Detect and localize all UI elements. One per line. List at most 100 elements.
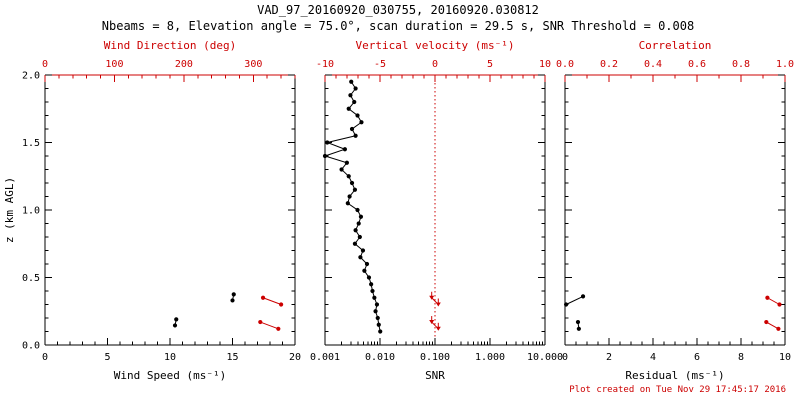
y-tick-label: 0.5 [22, 273, 40, 284]
series-residual [564, 294, 586, 331]
data-point [276, 326, 281, 331]
top-tick-label: 1.0 [776, 59, 794, 70]
data-point [347, 194, 352, 199]
data-point [325, 140, 330, 145]
series-correlation [764, 295, 782, 331]
top-tick-label: 300 [244, 59, 262, 70]
y-axis-title: z (km AGL) [3, 177, 16, 243]
data-point [353, 133, 358, 138]
data-point [777, 302, 782, 307]
x-tick-label: 10.000 [527, 352, 563, 363]
y-tick-label: 1.0 [22, 206, 40, 217]
data-point [349, 126, 355, 132]
data-point [349, 79, 354, 84]
top-tick-label: 10 [539, 59, 551, 70]
data-point [764, 319, 769, 325]
top-axis-title-correlation: Correlation [639, 39, 712, 52]
data-point [358, 214, 364, 219]
x-tick-label: 0.010 [365, 352, 395, 363]
data-point-arrowhead [435, 302, 441, 307]
data-point [279, 302, 284, 307]
y-tick-label: 2.0 [22, 71, 40, 82]
x-tick-label: 10 [779, 352, 791, 363]
series-wind-speed [172, 292, 236, 328]
data-point [353, 228, 358, 233]
x-tick-label: 20 [289, 352, 301, 363]
x-tick-label: 0.001 [310, 352, 340, 363]
data-point [364, 261, 370, 267]
panel-snr: 0.001 0.010 0.100 1.000 10.000 -10 -5 0 5 10 [310, 59, 563, 363]
top-tick-label: 0 [42, 59, 48, 70]
data-point [174, 317, 179, 322]
series-snr-profile [322, 79, 383, 334]
y-tick-label: 0.0 [22, 341, 40, 352]
top-tick-label: 100 [105, 59, 123, 70]
data-point [357, 234, 362, 240]
data-point [359, 120, 364, 125]
data-point [580, 294, 586, 299]
data-point-arrowhead [435, 326, 441, 331]
data-point [575, 319, 581, 325]
x-tick-label: 10 [164, 352, 176, 363]
data-point-arrowhead [429, 295, 435, 300]
top-tick-label: 5 [487, 59, 493, 70]
x-tick-label: 15 [226, 352, 238, 363]
panel-residual: 0 2 4 6 8 10 0.0 0.2 0.4 0.6 0.8 1.0 [556, 59, 794, 363]
data-point [322, 153, 328, 159]
data-point [776, 326, 781, 331]
top-tick-label: 0.2 [600, 59, 618, 70]
x-tick-label: 2 [606, 352, 612, 363]
top-tick-label: 200 [175, 59, 193, 70]
data-point [231, 292, 236, 297]
top-tick-label: 0.8 [732, 59, 750, 70]
data-point [342, 147, 347, 152]
top-tick-label: 0 [432, 59, 438, 70]
y-tick-label: 1.5 [22, 138, 40, 149]
top-tick-label: -10 [316, 59, 334, 70]
data-point [346, 106, 351, 111]
x-axis-title-snr: SNR [425, 369, 445, 382]
top-axis-title-vertical-velocity: Vertical velocity (ms⁻¹) [356, 39, 515, 52]
series-vertical-velocity [429, 291, 441, 331]
x-tick-label: 0 [562, 352, 568, 363]
data-point [346, 174, 351, 179]
creation-timestamp: Plot created on Tue Nov 29 17:45:17 2016 [569, 385, 786, 395]
x-tick-label: 0.100 [420, 352, 450, 363]
data-point [375, 315, 380, 321]
data-point [345, 201, 350, 206]
data-point [349, 180, 355, 186]
data-point [373, 309, 378, 314]
plot-subtitle: Nbeams = 8, Elevation angle = 75.0°, sca… [102, 19, 694, 33]
data-point [353, 86, 358, 91]
panel-wind: 0.00.51.01.52.00 5 10 15 200 100 200 300 [22, 59, 301, 363]
x-tick-label: 6 [694, 352, 700, 363]
data-point [355, 207, 360, 213]
data-point [348, 93, 353, 98]
data-point [376, 322, 381, 327]
top-tick-label: 0.6 [688, 59, 706, 70]
plot-title: VAD_97_20160920_030755, 20160920.030812 [257, 3, 539, 17]
data-point [352, 99, 357, 105]
data-point [378, 329, 383, 334]
data-point [355, 113, 360, 118]
top-tick-label: 0.0 [556, 59, 574, 70]
data-point [765, 295, 770, 300]
data-point [352, 241, 358, 246]
x-axis-title-residual: Residual (ms⁻¹) [625, 369, 724, 382]
data-point [372, 295, 377, 300]
data-point [374, 302, 380, 307]
data-point-arrowhead [429, 320, 435, 325]
top-tick-label: -5 [374, 59, 386, 70]
data-point [230, 298, 235, 303]
data-point [564, 302, 569, 307]
data-point [352, 187, 358, 192]
x-tick-label: 8 [738, 352, 744, 363]
x-tick-label: 1.000 [475, 352, 505, 363]
data-point [360, 248, 366, 253]
x-tick-label: 5 [104, 352, 110, 363]
x-tick-label: 0 [42, 352, 48, 363]
data-point [370, 288, 375, 294]
data-point [576, 326, 581, 331]
